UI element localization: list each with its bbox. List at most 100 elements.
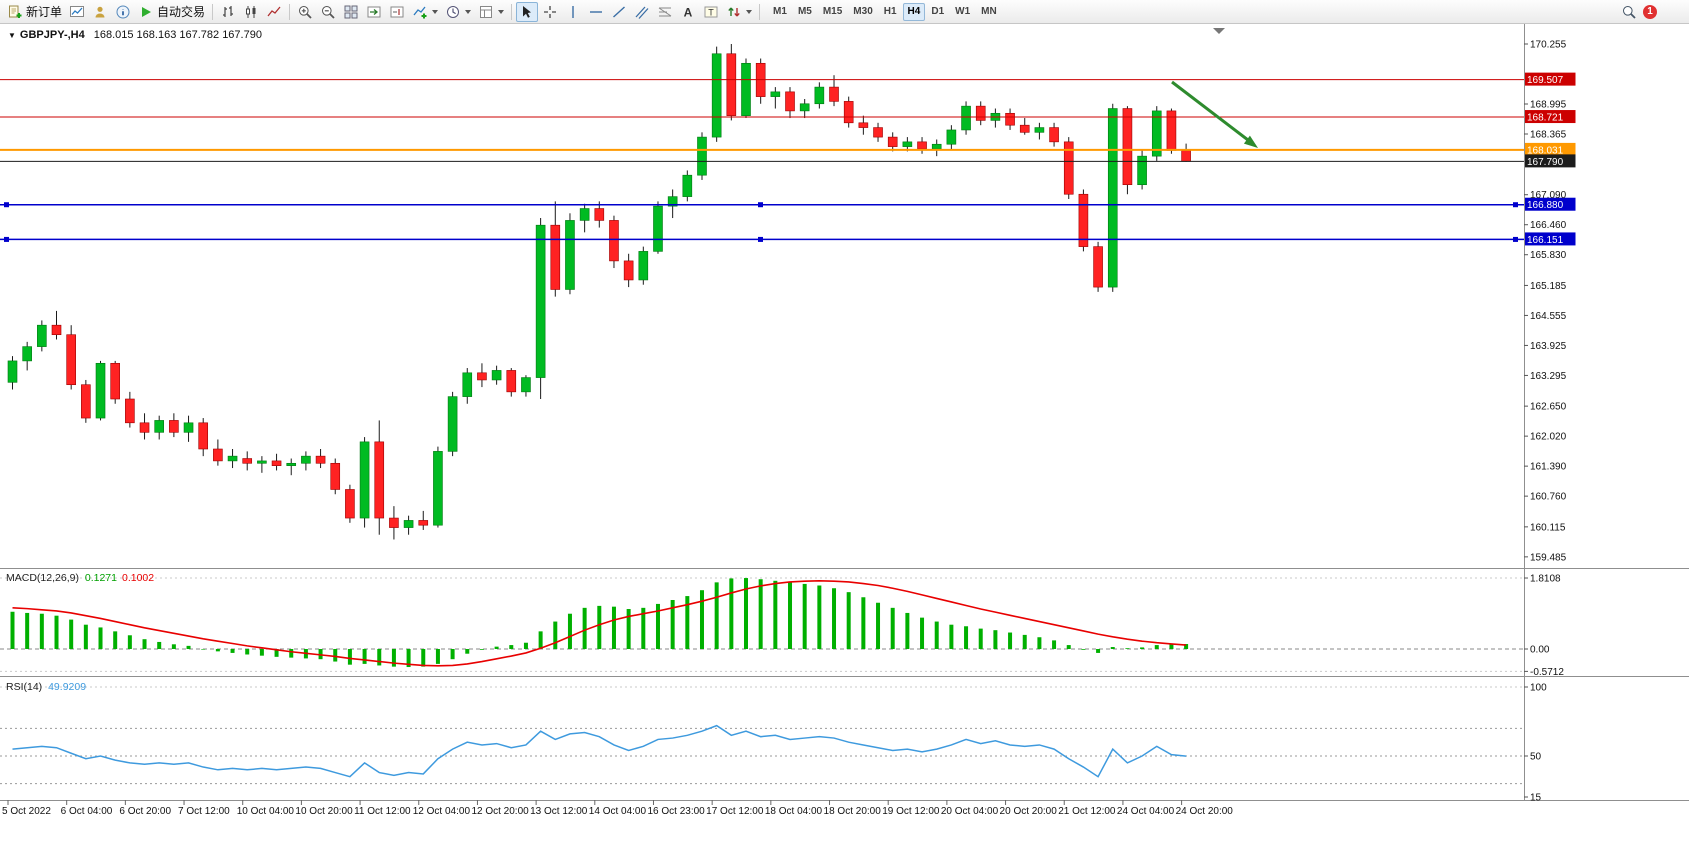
svg-text:10 Oct 04:00: 10 Oct 04:00 xyxy=(237,806,295,817)
templates-button[interactable] xyxy=(475,2,507,22)
svg-text:168.365: 168.365 xyxy=(1530,129,1567,140)
autotrading-button[interactable]: 自动交易 xyxy=(135,2,208,22)
indicators-icon xyxy=(413,6,427,18)
svg-text:17 Oct 12:00: 17 Oct 12:00 xyxy=(706,806,764,817)
arrows-tool-button[interactable] xyxy=(723,2,755,22)
svg-text:160.760: 160.760 xyxy=(1530,492,1567,503)
chart-area[interactable]: 169.507 168.721 168.031 167.790 166.880 166.1… xyxy=(0,24,1689,862)
timeframe-w1-button[interactable]: W1 xyxy=(950,3,975,21)
new-order-icon xyxy=(9,5,22,18)
profiles-button[interactable] xyxy=(89,2,111,22)
svg-text:166.460: 166.460 xyxy=(1530,220,1567,231)
svg-text:166.151: 166.151 xyxy=(1527,235,1564,246)
chart-shift-button[interactable] xyxy=(386,2,408,22)
horizontal-line-tool-button[interactable] xyxy=(585,2,607,22)
timeframe-m1-button[interactable]: M1 xyxy=(768,3,792,21)
timeframe-d1-button[interactable]: D1 xyxy=(926,3,949,21)
candles-layer xyxy=(7,44,1191,540)
zoom-in-button[interactable] xyxy=(294,2,316,22)
fibonacci-icon xyxy=(658,7,672,16)
chart-shift-marker xyxy=(1213,28,1225,34)
new-order-button[interactable]: 新订单 xyxy=(4,2,65,22)
macd-pane: 1.8108 0.00 -0.5712 MACD(12,26,9) 0.1271 0.1… xyxy=(0,572,1564,678)
indicators-button[interactable] xyxy=(409,2,441,22)
periods-button[interactable] xyxy=(442,2,474,22)
crosshair-tool-button[interactable] xyxy=(539,2,561,22)
autoscroll-button[interactable] xyxy=(363,2,385,22)
search-icon[interactable] xyxy=(1621,4,1637,20)
line-chart-icon xyxy=(267,6,281,16)
rsi-pane: 100 50 15 RSI(14) 49.9209 xyxy=(0,681,1547,804)
text-tool-icon: A xyxy=(684,5,693,19)
price-axis: 170.255 168.995 168.365 167.090 166.460 165.8… xyxy=(1524,40,1567,563)
timeframe-h1-button[interactable]: H1 xyxy=(879,3,902,21)
svg-text:20 Oct 04:00: 20 Oct 04:00 xyxy=(941,806,999,817)
timeframe-m5-button[interactable]: M5 xyxy=(793,3,817,21)
svg-text:167.090: 167.090 xyxy=(1530,190,1567,201)
svg-text:18 Oct 04:00: 18 Oct 04:00 xyxy=(765,806,823,817)
time-axis: 5 Oct 2022 6 Oct 04:00 6 Oct 20:00 7 Oct 12… xyxy=(2,800,1233,817)
dropdown-arrow-icon xyxy=(746,9,753,14)
label-tool-button[interactable]: T xyxy=(700,2,722,22)
channel-icon xyxy=(635,6,649,19)
channel-tool-button[interactable] xyxy=(631,2,653,22)
svg-text:-0.5712: -0.5712 xyxy=(1530,667,1564,678)
fibonacci-tool-button[interactable] xyxy=(654,2,676,22)
timeframe-m30-button[interactable]: M30 xyxy=(848,3,877,21)
clock-icon xyxy=(447,5,460,18)
svg-text:168.721: 168.721 xyxy=(1527,113,1564,124)
zoom-out-button[interactable] xyxy=(317,2,339,22)
trendline-icon xyxy=(613,5,626,18)
vertical-line-tool-button[interactable] xyxy=(562,2,584,22)
svg-text:6 Oct 04:00: 6 Oct 04:00 xyxy=(61,806,113,817)
trendline-tool-button[interactable] xyxy=(608,2,630,22)
text-tool-button[interactable]: A xyxy=(677,2,699,22)
timeframe-mn-button[interactable]: MN xyxy=(976,3,1002,21)
candlestick-icon xyxy=(246,5,256,18)
svg-text:RSI(14) 49.9209: RSI(14) 49.9209 xyxy=(6,681,86,693)
svg-text:14 Oct 04:00: 14 Oct 04:00 xyxy=(589,806,647,817)
svg-text:164.555: 164.555 xyxy=(1530,311,1567,322)
svg-text:166.880: 166.880 xyxy=(1527,200,1564,211)
svg-text:10 Oct 20:00: 10 Oct 20:00 xyxy=(295,806,353,817)
svg-text:163.295: 163.295 xyxy=(1530,371,1567,382)
svg-text:1.8108: 1.8108 xyxy=(1530,574,1561,585)
info-icon xyxy=(116,5,130,18)
svg-text:11 Oct 12:00: 11 Oct 12:00 xyxy=(354,806,411,817)
horizontal-line-icon xyxy=(590,10,603,13)
trend-arrow-annotation xyxy=(1171,80,1258,148)
cursor-tool-button[interactable] xyxy=(516,1,539,22)
svg-text:7 Oct 12:00: 7 Oct 12:00 xyxy=(178,806,230,817)
data-window-button[interactable] xyxy=(112,2,134,22)
timeframe-h4-button[interactable]: H4 xyxy=(902,2,926,21)
svg-text:16 Oct 23:00: 16 Oct 23:00 xyxy=(647,806,705,817)
bar-chart-mode-button[interactable] xyxy=(217,2,239,22)
svg-text:167.790: 167.790 xyxy=(1527,157,1564,168)
svg-text:161.390: 161.390 xyxy=(1530,462,1567,473)
line-chart-mode-button[interactable] xyxy=(263,2,285,22)
profiles-icon xyxy=(95,6,105,17)
new-chart-icon xyxy=(70,5,85,17)
svg-text:169.507: 169.507 xyxy=(1527,75,1564,86)
svg-text:162.020: 162.020 xyxy=(1530,432,1567,443)
notification-badge[interactable]: 1 xyxy=(1643,4,1657,19)
candlestick-mode-button[interactable] xyxy=(240,2,262,22)
autoscroll-icon xyxy=(367,6,381,17)
svg-text:100: 100 xyxy=(1530,683,1547,694)
new-chart-button[interactable] xyxy=(66,2,88,22)
svg-text:21 Oct 12:00: 21 Oct 12:00 xyxy=(1058,806,1116,817)
tile-windows-button[interactable] xyxy=(340,2,362,22)
svg-text:24 Oct 20:00: 24 Oct 20:00 xyxy=(1176,806,1234,817)
toolbar-separator xyxy=(289,3,291,20)
svg-text:12 Oct 04:00: 12 Oct 04:00 xyxy=(413,806,471,817)
svg-text:A: A xyxy=(684,5,693,19)
svg-text:15: 15 xyxy=(1530,793,1542,804)
timeframe-m15-button[interactable]: M15 xyxy=(818,3,847,21)
svg-text:170.255: 170.255 xyxy=(1530,40,1567,51)
toolbar-right: 1 xyxy=(1621,4,1685,20)
toolbar-separator xyxy=(511,3,513,20)
